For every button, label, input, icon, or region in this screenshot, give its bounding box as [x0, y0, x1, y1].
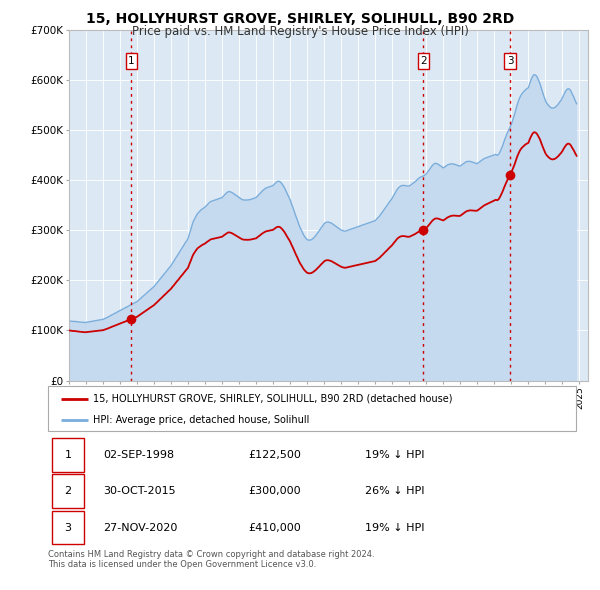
Text: £300,000: £300,000: [248, 486, 301, 496]
FancyBboxPatch shape: [52, 510, 84, 545]
Text: 26% ↓ HPI: 26% ↓ HPI: [365, 486, 424, 496]
Text: 19% ↓ HPI: 19% ↓ HPI: [365, 450, 424, 460]
Text: 02-SEP-1998: 02-SEP-1998: [103, 450, 175, 460]
FancyBboxPatch shape: [52, 438, 84, 472]
Text: 15, HOLLYHURST GROVE, SHIRLEY, SOLIHULL, B90 2RD: 15, HOLLYHURST GROVE, SHIRLEY, SOLIHULL,…: [86, 12, 514, 26]
Text: Price paid vs. HM Land Registry's House Price Index (HPI): Price paid vs. HM Land Registry's House …: [131, 25, 469, 38]
Text: 1: 1: [128, 56, 135, 66]
FancyBboxPatch shape: [52, 474, 84, 508]
Text: 3: 3: [65, 523, 71, 533]
Text: Contains HM Land Registry data © Crown copyright and database right 2024.
This d: Contains HM Land Registry data © Crown c…: [48, 550, 374, 569]
Text: 15, HOLLYHURST GROVE, SHIRLEY, SOLIHULL, B90 2RD (detached house): 15, HOLLYHURST GROVE, SHIRLEY, SOLIHULL,…: [93, 394, 452, 404]
Text: 19% ↓ HPI: 19% ↓ HPI: [365, 523, 424, 533]
FancyBboxPatch shape: [48, 386, 576, 431]
Text: £410,000: £410,000: [248, 523, 301, 533]
Text: 27-NOV-2020: 27-NOV-2020: [103, 523, 178, 533]
Text: 3: 3: [507, 56, 514, 66]
Text: £122,500: £122,500: [248, 450, 302, 460]
Text: 2: 2: [65, 486, 71, 496]
Text: 1: 1: [65, 450, 71, 460]
Text: HPI: Average price, detached house, Solihull: HPI: Average price, detached house, Soli…: [93, 415, 309, 425]
Text: 2: 2: [420, 56, 427, 66]
Text: 30-OCT-2015: 30-OCT-2015: [103, 486, 176, 496]
